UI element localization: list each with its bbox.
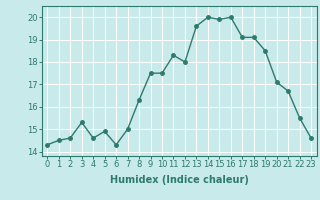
X-axis label: Humidex (Indice chaleur): Humidex (Indice chaleur) xyxy=(110,175,249,185)
